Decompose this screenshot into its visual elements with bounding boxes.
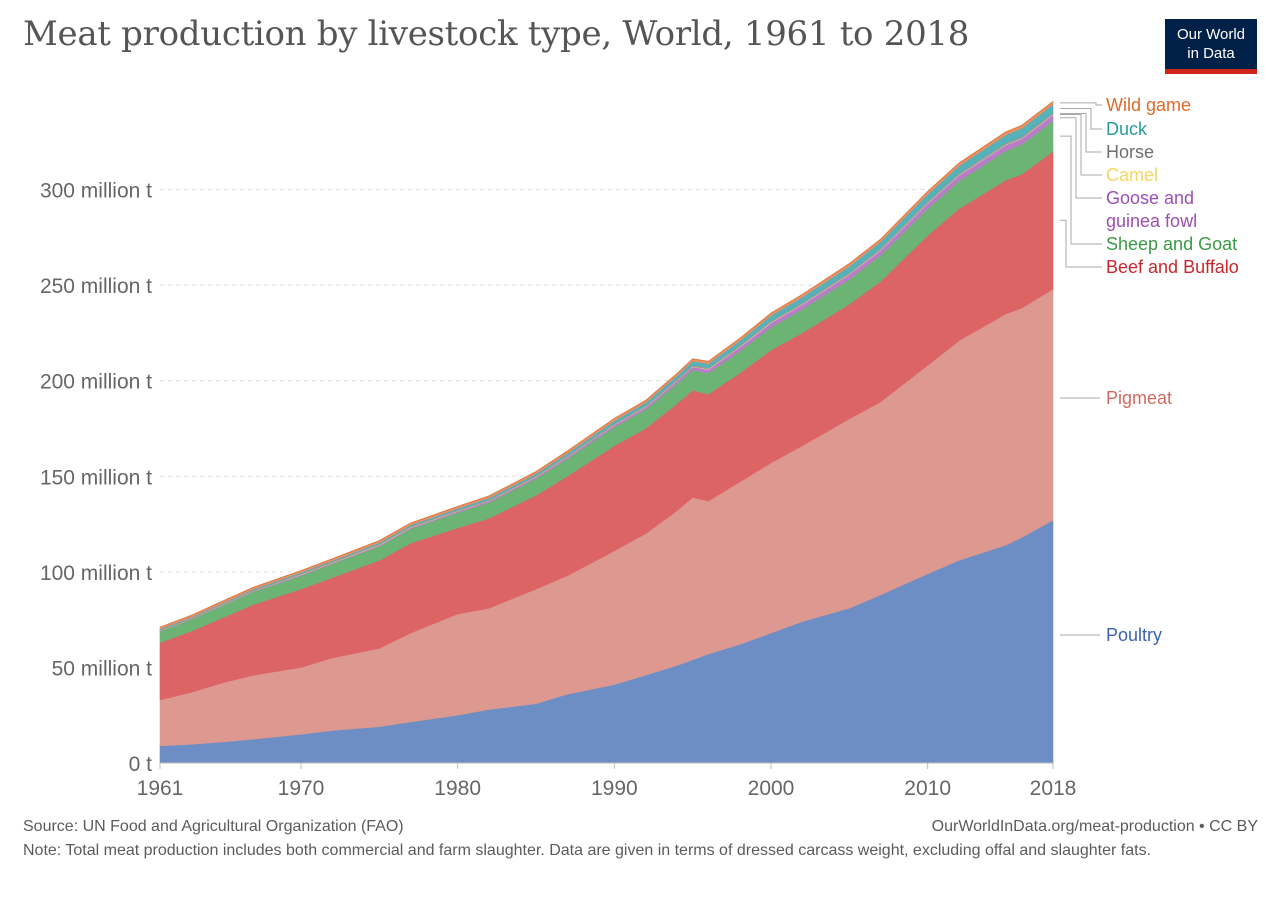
legend-label-duck[interactable]: Duck xyxy=(1106,119,1148,139)
x-tick-label: 1990 xyxy=(591,777,638,800)
legend: Poultry Pigmeat Beef and Buffalo Sheep and … xyxy=(1060,95,1239,645)
y-tick-label: 100 million t xyxy=(40,562,152,585)
legend-label-beef-and-buffalo[interactable]: Beef and Buffalo xyxy=(1106,257,1239,277)
data-note: Note: Total meat production includes bot… xyxy=(23,842,1152,859)
legend-connector xyxy=(1060,114,1102,176)
y-tick-label: 300 million t xyxy=(40,180,152,203)
legend-label-poultry[interactable]: Poultry xyxy=(1106,625,1162,645)
y-tick-label: 250 million t xyxy=(40,275,152,298)
legend-connector xyxy=(1060,135,1102,245)
logo-line-2: in Data xyxy=(1187,45,1235,62)
source-note: Source: UN Food and Agricultural Organiz… xyxy=(23,818,404,835)
legend-connector xyxy=(1060,102,1102,106)
legend-label-wild-game[interactable]: Wild game xyxy=(1106,95,1191,115)
x-tick-label: 1961 xyxy=(137,777,184,800)
y-tick-label: 50 million t xyxy=(52,657,153,680)
legend-label-camel[interactable]: Camel xyxy=(1106,165,1158,185)
total-outline xyxy=(159,101,1054,628)
legend-connector xyxy=(1060,113,1102,153)
area-layers xyxy=(159,100,1054,764)
legend-connector xyxy=(1060,117,1102,199)
x-tick-label: 2010 xyxy=(904,777,951,800)
legend-label-goose-and-guinea-fowl[interactable]: guinea fowl xyxy=(1106,211,1197,231)
x-tick-label: 1970 xyxy=(278,777,325,800)
y-tick-label: 0 t xyxy=(129,753,153,776)
owid-logo[interactable]: Our World in Data xyxy=(1165,19,1257,74)
x-axis: 1961 1970 1980 1990 2000 2010 2018 xyxy=(137,762,1077,800)
legend-label-pigmeat[interactable]: Pigmeat xyxy=(1106,388,1172,408)
x-tick-label: 2018 xyxy=(1030,777,1077,800)
legend-label-horse[interactable]: Horse xyxy=(1106,142,1154,162)
legend-label-goose-and-guinea-fowl[interactable]: Goose and xyxy=(1106,188,1194,208)
legend-label-sheep-and-goat[interactable]: Sheep and Goat xyxy=(1106,234,1237,254)
source-url-link[interactable]: OurWorldInData.org/meat-production • CC … xyxy=(931,818,1258,835)
legend-connector xyxy=(1060,219,1102,268)
x-tick-label: 2000 xyxy=(748,777,795,800)
x-tick-label: 1980 xyxy=(434,777,481,800)
y-tick-label: 150 million t xyxy=(40,466,152,489)
legend-connector xyxy=(1060,108,1102,130)
chart-title: Meat production by livestock type, World… xyxy=(23,14,970,54)
y-axis: 0 t 50 million t 100 million t 150 million … xyxy=(40,180,152,776)
logo-red-bar xyxy=(1165,69,1257,74)
y-tick-label: 200 million t xyxy=(40,371,152,394)
logo-line-1: Our World xyxy=(1176,26,1246,43)
